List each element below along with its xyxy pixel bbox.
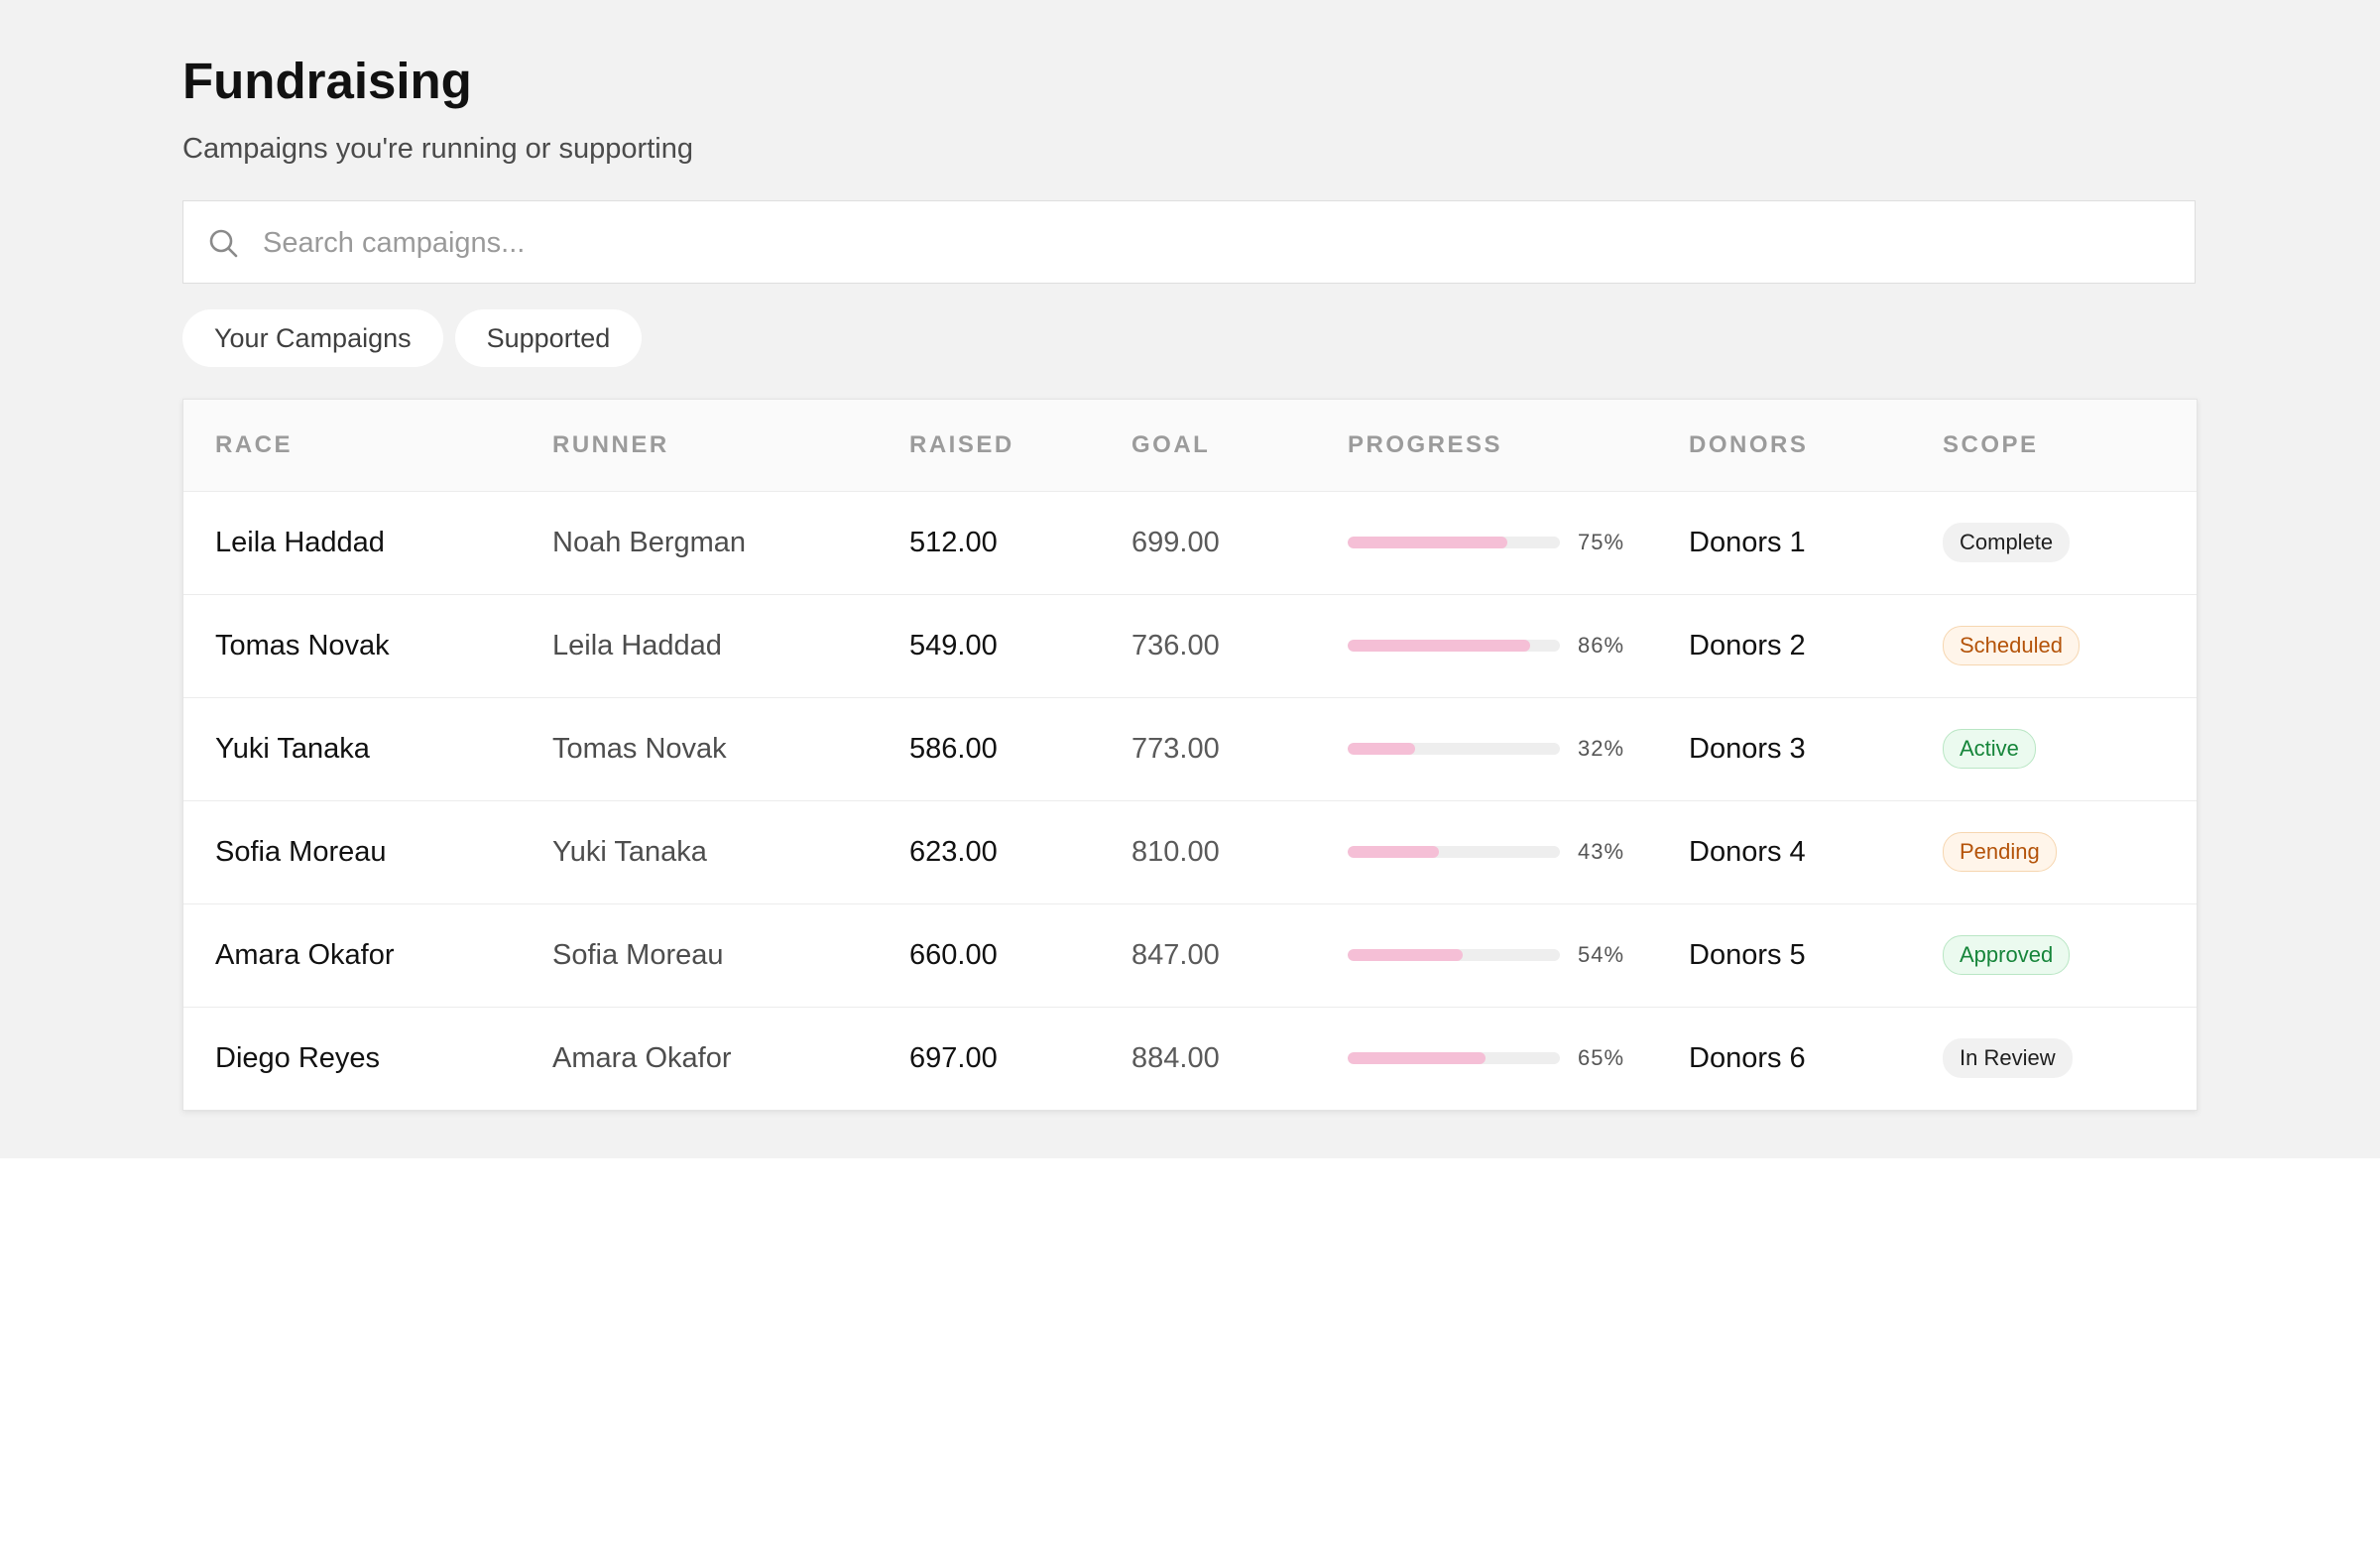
- race-cell: Sofia Moreau: [215, 835, 387, 868]
- goal-cell: 884.00: [1131, 1041, 1220, 1074]
- page-subtitle: Campaigns you're running or supporting: [182, 133, 693, 165]
- progress-percent: 54%: [1578, 942, 1625, 967]
- scope-badge: Pending: [1943, 832, 2057, 872]
- raised-cell: 512.00: [909, 526, 998, 558]
- column-header-race[interactable]: RACE: [215, 430, 294, 458]
- progress-cell: 54%: [1348, 903, 1689, 1007]
- table-row[interactable]: Yuki Tanaka Tomas Novak 586.00 773.00 32% Don…: [183, 697, 2197, 800]
- goal-cell: 773.00: [1131, 732, 1220, 765]
- runner-cell: Leila Haddad: [552, 629, 722, 661]
- runner-cell: Amara Okafor: [552, 1041, 732, 1074]
- scope-cell: Approved: [1943, 903, 2197, 1007]
- table-header-row: RACE RUNNER RAISED GOAL PROGRESS DONORS …: [183, 400, 2197, 491]
- campaigns-table: RACE RUNNER RAISED GOAL PROGRESS DONORS …: [183, 400, 2197, 1110]
- raised-cell: 623.00: [909, 835, 998, 868]
- table-body: Leila Haddad Noah Bergman 512.00 699.00 75% D…: [183, 491, 2197, 1110]
- race-cell: Leila Haddad: [215, 526, 385, 558]
- progress-bar-fill: [1348, 640, 1531, 652]
- donors-cell: Donors 6: [1689, 1041, 1806, 1074]
- progress-percent: 75%: [1578, 530, 1625, 554]
- donors-cell: Donors 4: [1689, 835, 1806, 868]
- progress-cell: 65%: [1348, 1007, 1689, 1110]
- goal-cell: 736.00: [1131, 629, 1220, 661]
- progress-bar-track: [1348, 1052, 1560, 1065]
- column-header-goal[interactable]: GOAL: [1131, 430, 1211, 458]
- progress-indicator: 75%: [1348, 530, 1689, 555]
- scope-cell: Scheduled: [1943, 594, 2197, 697]
- scope-cell: In Review: [1943, 1007, 2197, 1110]
- progress-indicator: 86%: [1348, 633, 1689, 659]
- progress-bar-fill: [1348, 1052, 1487, 1065]
- page-title: Fundraising: [182, 53, 472, 109]
- donors-cell: Donors 2: [1689, 629, 1806, 661]
- scope-cell: Active: [1943, 697, 2197, 800]
- column-header-progress[interactable]: PROGRESS: [1348, 430, 1503, 458]
- progress-bar-track: [1348, 846, 1560, 858]
- scope-badge: Complete: [1943, 523, 2071, 562]
- scope-badge: Approved: [1943, 935, 2071, 975]
- progress-bar-fill: [1348, 743, 1416, 755]
- table-row[interactable]: Sofia Moreau Yuki Tanaka 623.00 810.00 43% Do…: [183, 800, 2197, 903]
- race-cell: Amara Okafor: [215, 938, 395, 971]
- table-row[interactable]: Diego Reyes Amara Okafor 697.00 884.00 65% Do…: [183, 1007, 2197, 1110]
- tab-supported[interactable]: Supported: [454, 309, 643, 367]
- progress-bar-fill: [1348, 846, 1440, 858]
- runner-cell: Sofia Moreau: [552, 938, 724, 971]
- donors-cell: Donors 1: [1689, 526, 1806, 558]
- race-cell: Yuki Tanaka: [215, 732, 370, 765]
- progress-indicator: 43%: [1348, 839, 1689, 865]
- progress-bar-fill: [1348, 949, 1463, 961]
- runner-cell: Tomas Novak: [552, 732, 727, 765]
- search-icon: [209, 229, 238, 258]
- column-header-scope[interactable]: SCOPE: [1943, 430, 2039, 458]
- progress-indicator: 65%: [1348, 1045, 1689, 1071]
- tab-your-campaigns[interactable]: Your Campaigns: [182, 309, 443, 367]
- table-row[interactable]: Amara Okafor Sofia Moreau 660.00 847.00 54% D…: [183, 903, 2197, 1007]
- scope-badge: Scheduled: [1943, 626, 2080, 665]
- progress-cell: 75%: [1348, 491, 1689, 594]
- progress-bar-track: [1348, 949, 1560, 961]
- goal-cell: 810.00: [1131, 835, 1220, 868]
- progress-bar-track: [1348, 640, 1560, 652]
- progress-bar-track: [1348, 537, 1560, 548]
- progress-indicator: 54%: [1348, 942, 1689, 968]
- progress-percent: 32%: [1578, 736, 1625, 761]
- race-cell: Diego Reyes: [215, 1041, 381, 1074]
- column-header-runner[interactable]: RUNNER: [552, 430, 669, 458]
- runner-cell: Noah Bergman: [552, 526, 747, 558]
- race-cell: Tomas Novak: [215, 629, 390, 661]
- donors-cell: Donors 3: [1689, 732, 1806, 765]
- progress-percent: 86%: [1578, 633, 1625, 658]
- scope-cell: Complete: [1943, 491, 2197, 594]
- raised-cell: 549.00: [909, 629, 998, 661]
- goal-cell: 699.00: [1131, 526, 1220, 558]
- goal-cell: 847.00: [1131, 938, 1220, 971]
- raised-cell: 586.00: [909, 732, 998, 765]
- raised-cell: 660.00: [909, 938, 998, 971]
- progress-cell: 32%: [1348, 697, 1689, 800]
- progress-indicator: 32%: [1348, 736, 1689, 762]
- table-row[interactable]: Tomas Novak Leila Haddad 549.00 736.00 86% Do…: [183, 594, 2197, 697]
- scope-badge: In Review: [1943, 1038, 2073, 1079]
- progress-percent: 65%: [1578, 1045, 1625, 1071]
- campaign-tabs: Your Campaigns Supported: [182, 309, 643, 367]
- column-header-donors[interactable]: DONORS: [1689, 430, 1809, 458]
- progress-cell: 86%: [1348, 594, 1689, 697]
- progress-percent: 43%: [1578, 839, 1625, 864]
- raised-cell: 697.00: [909, 1041, 998, 1074]
- search-input[interactable]: [261, 201, 2169, 285]
- search-bar[interactable]: [182, 200, 2196, 285]
- campaigns-table-card: RACE RUNNER RAISED GOAL PROGRESS DONORS …: [182, 399, 2198, 1111]
- column-header-raised[interactable]: RAISED: [909, 430, 1014, 458]
- scope-badge: Active: [1943, 729, 2036, 769]
- runner-cell: Yuki Tanaka: [552, 835, 707, 868]
- scope-cell: Pending: [1943, 800, 2197, 903]
- progress-bar-fill: [1348, 537, 1507, 548]
- progress-bar-track: [1348, 743, 1560, 755]
- progress-cell: 43%: [1348, 800, 1689, 903]
- donors-cell: Donors 5: [1689, 938, 1806, 971]
- table-row[interactable]: Leila Haddad Noah Bergman 512.00 699.00 75% D…: [183, 491, 2197, 594]
